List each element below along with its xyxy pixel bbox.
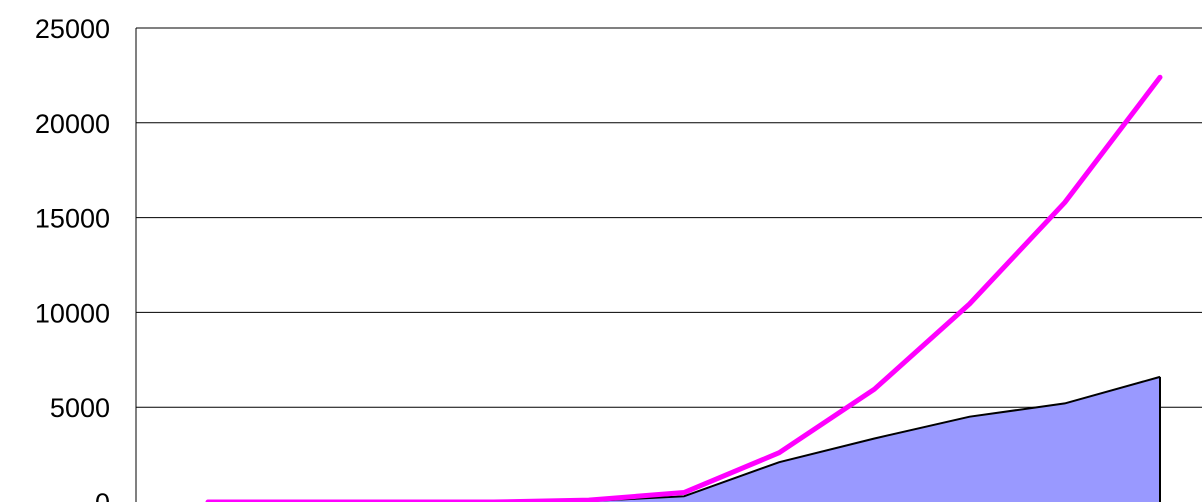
area-series: [208, 375, 1161, 502]
line-series: [205, 74, 1163, 502]
y-tick-label: 20000: [35, 109, 110, 139]
y-tick-label: 10000: [35, 298, 110, 328]
area-series-outline: [208, 375, 1161, 502]
gridlines: [136, 27, 1202, 408]
y-tick-label: 25000: [35, 14, 110, 44]
y-tick-labels: 0 5000 10000 15000 20000 25000: [35, 14, 110, 502]
line-series-path: [205, 74, 1163, 502]
area-series-fill: [208, 376, 1160, 502]
y-tick-label: 5000: [50, 393, 110, 423]
y-tick-label: 15000: [35, 204, 110, 234]
y-tick-label: 0: [95, 488, 110, 502]
